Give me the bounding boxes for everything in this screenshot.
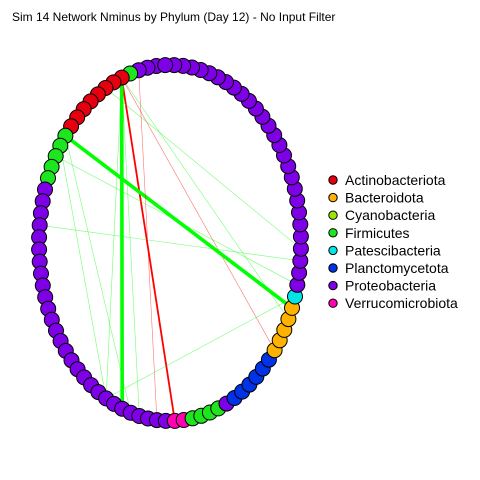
chart-title: Sim 14 Network Nminus by Phylum (Day 12)… xyxy=(12,10,335,24)
legend: Actinobacteriota BacteroidotaCyanobacteri… xyxy=(329,172,458,311)
network-edge xyxy=(106,88,301,249)
network-edge xyxy=(106,78,122,399)
legend-label: Planctomycetota xyxy=(345,260,449,276)
legend-swatch xyxy=(329,246,337,254)
legend-label: Firmicutes xyxy=(345,225,410,241)
legend-swatch xyxy=(329,281,337,289)
legend-swatch xyxy=(329,229,337,237)
network-edge xyxy=(122,78,123,409)
legend-label: Actinobacteriota xyxy=(345,172,446,188)
network-edge xyxy=(122,78,140,416)
legend-label: Cyanobacteria xyxy=(345,207,435,223)
legend-label: Patescibacteria xyxy=(345,242,441,258)
legend-swatch xyxy=(329,211,337,219)
network-edge xyxy=(122,78,275,351)
legend-swatch xyxy=(329,176,337,184)
network-node xyxy=(158,58,173,73)
network-edge xyxy=(40,225,301,261)
legend-swatch xyxy=(329,264,337,272)
network-edge xyxy=(106,297,295,399)
legend-label: Verrucomicrobiota xyxy=(345,295,458,311)
legend-swatch xyxy=(329,299,337,307)
legend-swatch xyxy=(329,193,337,201)
legend-label: Proteobacteria xyxy=(345,278,436,294)
legend-label: Bacteroidota xyxy=(345,190,424,206)
